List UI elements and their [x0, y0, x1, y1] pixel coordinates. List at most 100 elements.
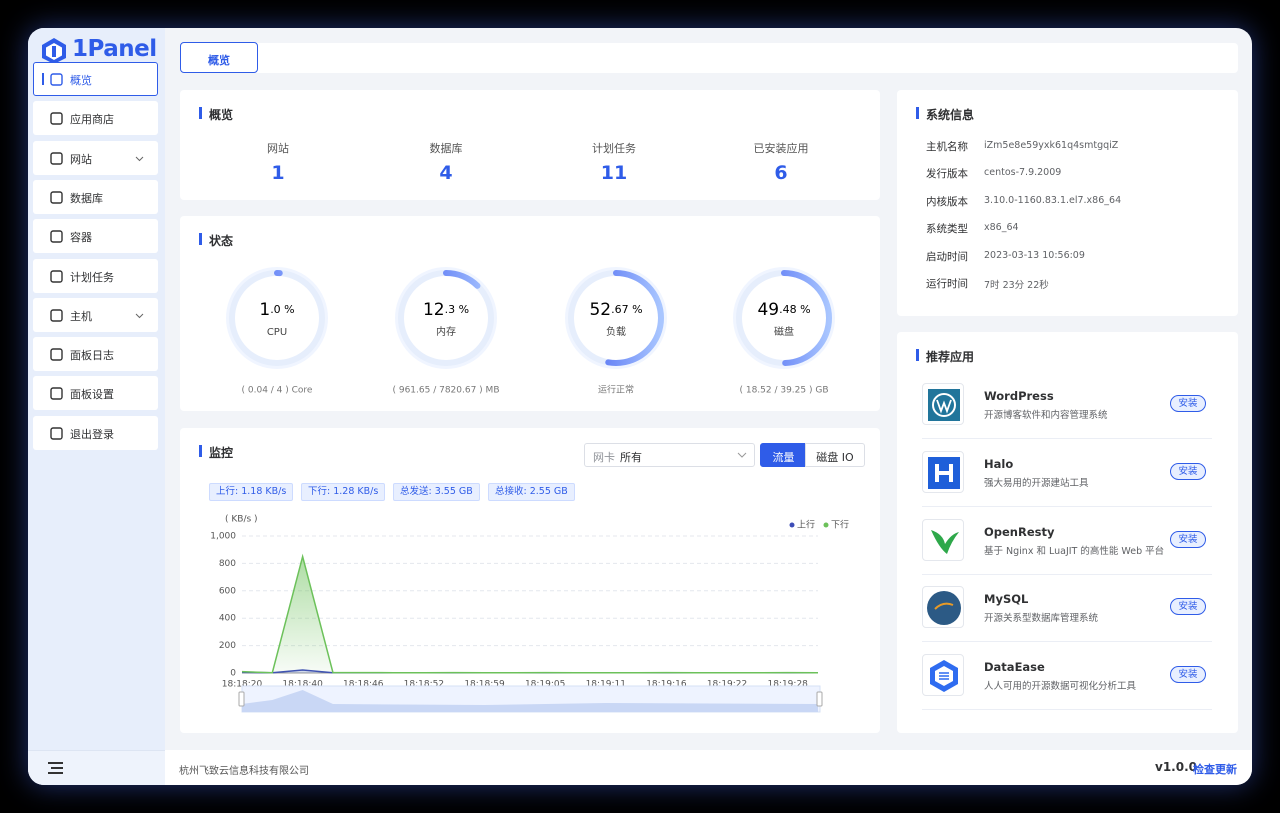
collapse-icon[interactable] [48, 762, 63, 775]
gauge-arc [736, 270, 832, 366]
app-name: MySQL [984, 592, 1029, 607]
bg [927, 591, 961, 626]
separator [922, 641, 1212, 643]
menu-label: 容器 [70, 231, 92, 245]
menu-icon [50, 191, 63, 204]
gauge-int: 49 [757, 300, 779, 320]
zoom-preview [242, 690, 818, 712]
gauge-frac: .3 % [445, 303, 469, 316]
menu-item[interactable]: 退出登录 [33, 415, 158, 450]
app-name: WordPress [984, 389, 1054, 403]
install-button[interactable]: 安装 [1170, 598, 1206, 616]
gauge-detail: ( 0.04 / 4 ) Core [242, 386, 313, 396]
menu-label: 应用商店 [70, 113, 114, 127]
icon-shape [50, 73, 63, 86]
menu-item[interactable]: 面板日志 [33, 337, 158, 372]
menu-label: 概览 [70, 74, 92, 87]
menu-label: 退出登录 [70, 427, 114, 441]
app-icon [922, 654, 964, 697]
lines [939, 672, 949, 680]
active-marker [42, 73, 44, 85]
info-label: 系统类型 [926, 223, 968, 236]
menu-item[interactable]: 数据库 [33, 179, 158, 214]
legend-dot [823, 522, 829, 528]
icon-shape [50, 191, 63, 204]
ring [932, 393, 956, 417]
gauge-detail: 运行正常 [598, 384, 634, 396]
stat-label: 数据库 [429, 142, 463, 155]
sidebar: 1Panel 概览应用商店网站数据库容器计划任务主机面板日志面板设置退出登录 [28, 28, 165, 785]
gauge-int: 1 [259, 300, 270, 320]
chevron-path [135, 313, 144, 319]
icon-shape [50, 309, 63, 322]
gauge-value: 49.48 % [757, 300, 810, 320]
install-button[interactable]: 安装 [1170, 462, 1206, 480]
y-axis-label: ( KB/s ) [225, 515, 258, 525]
gauge-frac: .0 % [270, 303, 294, 316]
menu-item[interactable]: 计划任务 [33, 258, 158, 293]
menu-item[interactable]: 容器 [33, 219, 158, 254]
toggle-button[interactable]: 磁盘 IO [805, 443, 865, 467]
separator [922, 573, 1212, 575]
menu-item[interactable]: 面板设置 [33, 376, 158, 411]
line [241, 553, 819, 674]
y-tick-label: 800 [219, 559, 236, 569]
menu-item[interactable]: 概览 [33, 62, 158, 96]
install-button[interactable]: 安装 [1170, 666, 1206, 684]
legend-label: 上行 [797, 519, 815, 531]
gauge-name: 内存 [436, 325, 456, 338]
install-button[interactable]: 安装 [1170, 530, 1206, 548]
logo-text: 1Panel [72, 36, 157, 62]
icon-shape [50, 230, 63, 243]
tab[interactable]: 概览 [180, 42, 258, 73]
check-update[interactable]: 检查更新 [1193, 763, 1237, 776]
stat-value: 4 [439, 162, 453, 184]
menu-icon [50, 73, 63, 86]
fin [934, 603, 954, 611]
menu-item[interactable]: 网站 [33, 140, 158, 175]
chevron [737, 452, 747, 458]
card-title: 监控 [209, 446, 234, 460]
nic-select[interactable]: 网卡 所有 [584, 443, 755, 467]
legend-dot [789, 522, 795, 528]
card-title: 概览 [209, 108, 234, 122]
info-label: 运行时间 [926, 278, 968, 290]
button-label: 磁盘 IO [816, 451, 854, 464]
icon-shape [50, 112, 63, 125]
app-description: 基于 Nginx 和 LuaJIT 的高性能 Web 平台 [984, 545, 1165, 557]
x-tick-label: 18:19:16 [646, 680, 687, 690]
gauge-detail: ( 961.65 / 7820.67 ) MB [392, 386, 499, 396]
gauge-int: 12 [423, 300, 445, 320]
info-label: 启动时间 [926, 250, 968, 263]
stat-tag: 上行: 1.18 KB/s [209, 483, 294, 501]
x-tick-label: 18:19:22 [707, 680, 747, 690]
install-button[interactable]: 安装 [1170, 395, 1206, 412]
menu-label: 数据库 [70, 191, 103, 205]
chevron-path [135, 156, 144, 161]
h [935, 463, 953, 482]
x-tick-label: 18:18:40 [282, 680, 323, 690]
app-description: 开源博客软件和内容管理系统 [984, 410, 1108, 421]
y-tick-label: 400 [219, 614, 236, 624]
x-tick-label: 18:19:28 [767, 680, 808, 690]
stat-label: 已安装应用 [753, 142, 809, 155]
toggle-button[interactable]: 流量 [760, 443, 807, 467]
info-value: 7时 23分 22秒 [984, 280, 1049, 291]
menu-item[interactable]: 应用商店 [33, 101, 158, 136]
menu-label: 计划任务 [70, 270, 114, 284]
menu-label: 面板日志 [70, 349, 114, 363]
version: v1.0.0 [1155, 760, 1197, 774]
card-title: 系统信息 [926, 108, 975, 122]
logo-icon [42, 38, 66, 64]
menu-item[interactable]: 主机 [33, 297, 158, 332]
info-label: 发行版本 [926, 168, 968, 181]
menu-icon [50, 230, 63, 243]
company: 杭州飞致云信息科技有限公司 [179, 766, 309, 777]
gauge-arc [568, 270, 664, 366]
x-tick-label: 18:18:52 [404, 680, 444, 690]
menu-label: 面板设置 [70, 388, 114, 402]
separator [922, 438, 1212, 439]
menu-label: 主机 [70, 309, 92, 323]
card-title: 推荐应用 [926, 350, 975, 364]
icon-shape [50, 387, 63, 401]
